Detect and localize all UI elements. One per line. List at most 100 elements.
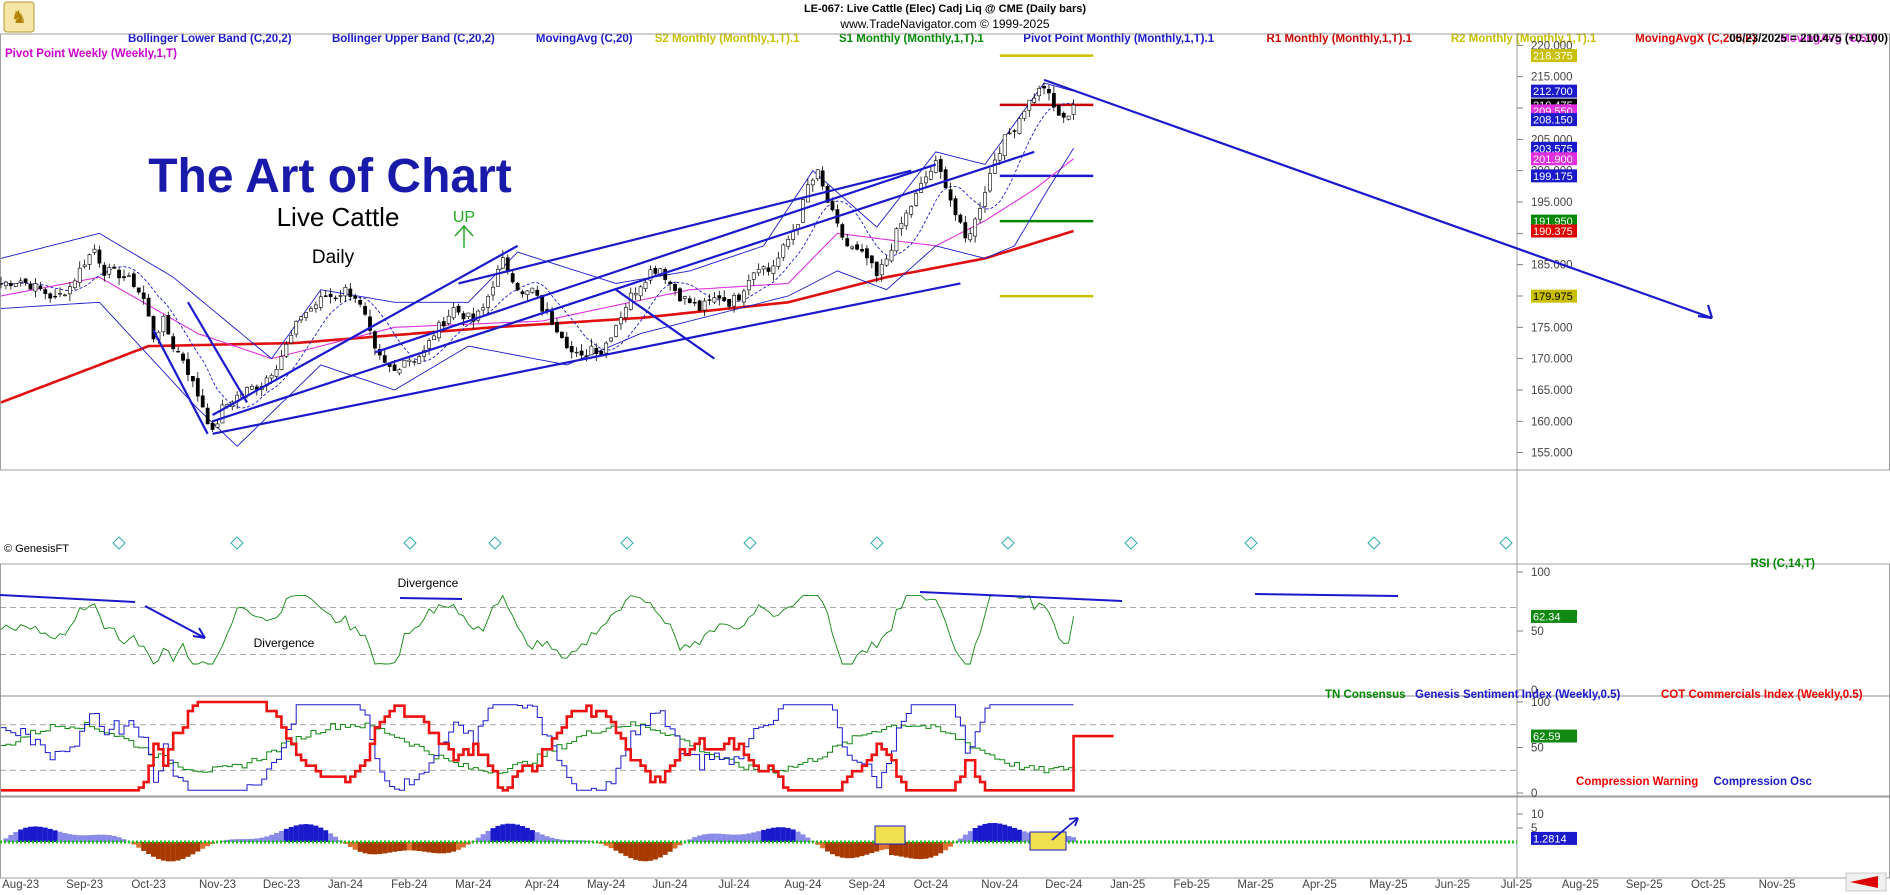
sentiment-panel[interactable]: 100 50 0 62.59	[0, 697, 1577, 800]
compression-bar	[874, 842, 880, 852]
compression-bar	[475, 837, 481, 842]
candle-body	[205, 407, 210, 425]
candle-body	[1047, 89, 1051, 94]
compression-bar	[992, 822, 998, 842]
compression-bar	[96, 834, 102, 842]
compression-bar	[500, 824, 506, 842]
candle-body	[38, 285, 43, 290]
legend-item: MovingAvg (C,50)	[1780, 33, 1877, 45]
candle-body	[614, 325, 618, 337]
candle-body	[525, 290, 530, 296]
y-tick-label: 100	[1531, 567, 1550, 579]
rsi-panel[interactable]: 100 50 0 62.34	[0, 567, 1577, 697]
candle-body	[855, 244, 859, 250]
candle-body	[663, 268, 668, 280]
candle-body	[589, 345, 594, 356]
logo-icon[interactable]	[3, 1, 35, 33]
candle-body	[579, 350, 584, 356]
compression-bar	[441, 842, 447, 854]
candle-body	[358, 300, 363, 305]
candle-body	[373, 331, 377, 349]
compression-box	[1029, 831, 1067, 851]
y-tick-label: 160.000	[1531, 416, 1573, 428]
compression-panel[interactable]: 10 51.2814	[0, 809, 1577, 862]
compression-bar	[3, 838, 9, 842]
bollinger-upper	[0, 82, 1074, 360]
compression-bar	[952, 842, 958, 843]
candle-body	[382, 355, 387, 363]
compression-bar	[825, 842, 831, 852]
compression-bar	[588, 841, 594, 842]
price-panel[interactable]: 155.000160.000165.000170.000175.000180.0…	[0, 40, 1714, 550]
compression-bar	[879, 842, 885, 851]
compression-bar	[854, 842, 860, 858]
candle-body	[623, 307, 628, 318]
compression-bar	[544, 836, 550, 842]
divergence-label-top: Divergence	[398, 576, 459, 590]
compression-bar	[392, 842, 398, 852]
compression-bar	[770, 827, 776, 842]
price-label: 201.900	[1533, 154, 1573, 166]
sentiment-legend-item: COT Commercials Index (Weekly,0.5)	[1661, 689, 1863, 701]
compression-bar	[490, 828, 496, 842]
trend-line	[212, 150, 1035, 423]
compression-legend-item: Compression Osc	[1714, 776, 1813, 788]
candle-body	[515, 282, 520, 291]
compression-bar	[829, 842, 835, 855]
copyright-genesis: © GenesisFT	[4, 543, 69, 555]
compression-bar	[460, 842, 466, 848]
legend-item: R1 Monthly (Monthly,1,T).1	[1267, 33, 1413, 45]
candle-body	[195, 378, 200, 397]
candle-body	[190, 376, 195, 382]
compression-bar	[298, 824, 304, 842]
compression-bar	[820, 842, 826, 849]
legend-item: MovingAvgX (C,200,F)	[1635, 33, 1756, 45]
compression-bar	[362, 842, 368, 854]
compression-bar	[564, 840, 570, 842]
logo[interactable]: ♞	[3, 1, 35, 33]
x-tick-label: Oct-25	[1691, 879, 1726, 891]
candle-body	[953, 198, 958, 216]
compression-bar	[185, 842, 191, 857]
compression-bar	[160, 842, 166, 861]
divergence-label-bottom: Divergence	[254, 636, 315, 650]
candle-body	[53, 295, 58, 298]
trend-line	[152, 329, 209, 435]
compression-bar	[264, 836, 270, 842]
candle-body	[761, 266, 766, 270]
candle-body	[82, 264, 87, 268]
compression-bar	[859, 842, 865, 857]
compression-bar	[647, 842, 653, 861]
compression-bar	[367, 842, 373, 855]
candle-body	[441, 321, 446, 327]
candle-body	[451, 307, 456, 319]
compression-bar	[224, 839, 230, 842]
logo-glyph: ♞	[11, 7, 27, 27]
x-tick-label: Feb-25	[1173, 879, 1209, 891]
chart-copyright-line: www.TradeNavigator.com © 1999-2025	[839, 17, 1049, 31]
candle-body	[988, 173, 992, 192]
x-tick-label: Aug-24	[784, 879, 822, 891]
trend-line	[187, 301, 248, 404]
x-tick-label: May-25	[1369, 879, 1407, 891]
compression-bar	[446, 842, 452, 853]
candle-body	[933, 160, 938, 173]
candle-body	[368, 316, 372, 331]
trend-line	[374, 163, 937, 354]
candle-body	[427, 340, 431, 349]
x-tick-label: Jul-25	[1501, 879, 1532, 891]
up-arrow-icon	[454, 224, 474, 248]
compression-bar	[997, 823, 1003, 842]
candle-body	[928, 170, 933, 180]
candle-body	[948, 189, 953, 201]
compression-bar	[406, 842, 412, 851]
candle-body	[63, 294, 67, 297]
candle-body	[146, 297, 151, 317]
candle-body	[673, 284, 677, 291]
scroll-right-icon[interactable]	[1845, 872, 1887, 892]
event-marker-icon	[1001, 536, 1015, 550]
compression-bar	[613, 842, 619, 851]
cot-commercials-line	[1, 700, 1114, 792]
event-marker-icon	[112, 536, 126, 550]
